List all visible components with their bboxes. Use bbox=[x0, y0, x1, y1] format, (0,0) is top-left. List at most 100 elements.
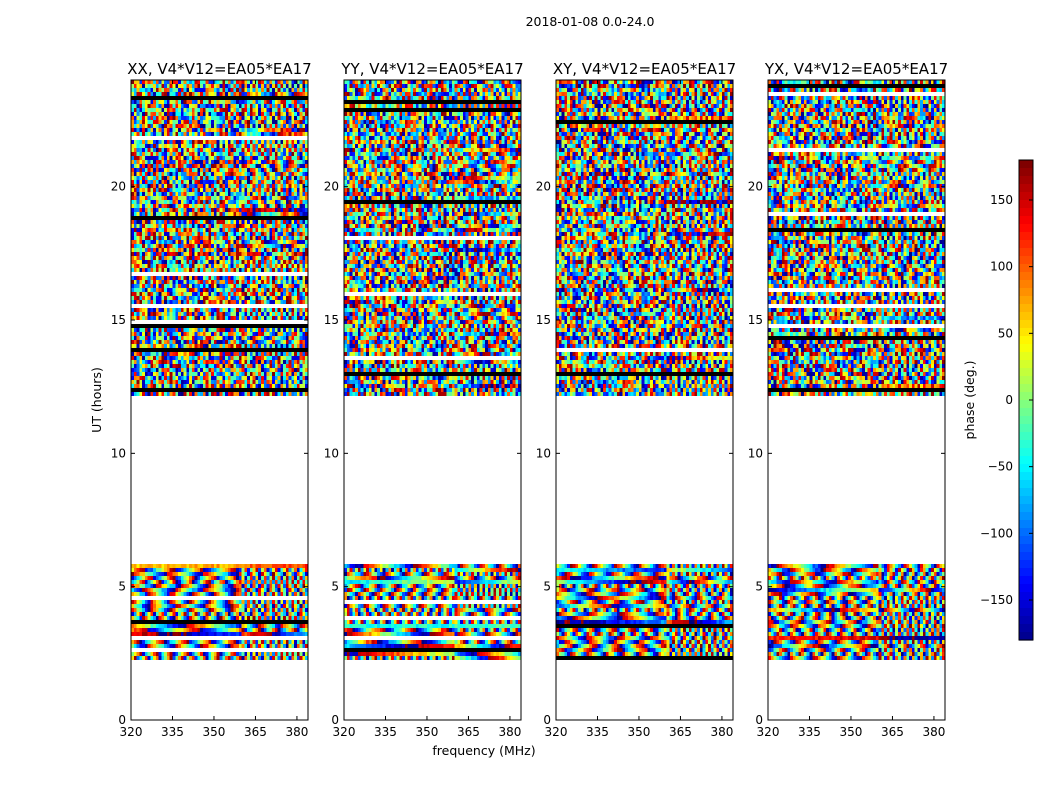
x-tick-label: 320 bbox=[120, 725, 143, 739]
colorbar-segment bbox=[1019, 288, 1033, 297]
colorbar-segment bbox=[1019, 592, 1033, 601]
y-tick-label: 15 bbox=[324, 313, 339, 327]
y-tick-label: 15 bbox=[111, 313, 126, 327]
colorbar-segment bbox=[1019, 400, 1033, 409]
colorbar-segment bbox=[1019, 184, 1033, 193]
colorbar-segment bbox=[1019, 256, 1033, 265]
colorbar-segment bbox=[1019, 632, 1033, 641]
x-tick-label: 335 bbox=[374, 725, 397, 739]
colorbar-segment bbox=[1019, 160, 1033, 169]
colorbar-tick-label: 0 bbox=[1005, 393, 1013, 407]
colorbar-segment bbox=[1019, 432, 1033, 441]
y-tick-label: 5 bbox=[543, 580, 551, 594]
colorbar-segment bbox=[1019, 392, 1033, 401]
phase-heatmap bbox=[556, 80, 733, 720]
colorbar-segment bbox=[1019, 168, 1033, 177]
panel-title: XX, V4*V12=EA05*EA17 bbox=[127, 60, 311, 78]
colorbar-segment bbox=[1019, 600, 1033, 609]
colorbar-segment bbox=[1019, 232, 1033, 241]
x-tick-label: 350 bbox=[203, 725, 226, 739]
panel-xy: XY, V4*V12=EA05*EA17 320 335 350 365 380 0 5 10 1… bbox=[536, 60, 736, 739]
panel-title: YX, V4*V12=EA05*EA17 bbox=[764, 60, 948, 78]
x-tick-label: 320 bbox=[333, 725, 356, 739]
y-tick-label: 0 bbox=[331, 713, 339, 727]
colorbar-segment bbox=[1019, 264, 1033, 273]
x-tick-label: 365 bbox=[669, 725, 692, 739]
colorbar-segment bbox=[1019, 472, 1033, 481]
x-tick-label: 335 bbox=[586, 725, 609, 739]
x-tick-label: 350 bbox=[416, 725, 439, 739]
x-tick-label: 335 bbox=[798, 725, 821, 739]
colorbar-segment bbox=[1019, 328, 1033, 337]
colorbar-segment bbox=[1019, 280, 1033, 289]
phase-heatmap bbox=[131, 80, 308, 720]
phase-heatmap bbox=[768, 80, 945, 720]
panel-yx: YX, V4*V12=EA05*EA17 320 335 350 365 380 0 5 10 1… bbox=[748, 60, 948, 739]
colorbar-segment bbox=[1019, 528, 1033, 537]
colorbar-segment bbox=[1019, 200, 1033, 209]
colorbar-segment bbox=[1019, 208, 1033, 217]
figure-suptitle: 2018-01-08 0.0-24.0 bbox=[526, 14, 655, 29]
colorbar-label: phase (deg.) bbox=[962, 361, 977, 440]
panel-xx: XX, V4*V12=EA05*EA17 320 335 350 365 380 0 5 10 1… bbox=[111, 60, 312, 739]
x-tick-label: 380 bbox=[285, 725, 308, 739]
y-tick-label: 0 bbox=[543, 713, 551, 727]
colorbar-tick-label: 150 bbox=[990, 193, 1013, 207]
colorbar-segment bbox=[1019, 480, 1033, 489]
colorbar-segment bbox=[1019, 336, 1033, 345]
plot-frame bbox=[555, 79, 734, 721]
colorbar-segment bbox=[1019, 464, 1033, 473]
panel-yy: YY, V4*V12=EA05*EA17 320 335 350 365 380 0 5 10 1… bbox=[324, 60, 524, 739]
colorbar-segment bbox=[1019, 216, 1033, 225]
panel-title: YY, V4*V12=EA05*EA17 bbox=[340, 60, 523, 78]
colorbar-segment bbox=[1019, 272, 1033, 281]
colorbar-segment bbox=[1019, 192, 1033, 201]
y-tick-label: 20 bbox=[324, 180, 339, 194]
colorbar-segment bbox=[1019, 248, 1033, 257]
colorbar-segment bbox=[1019, 224, 1033, 233]
colorbar-tick-label: 100 bbox=[990, 260, 1013, 274]
colorbar-segment bbox=[1019, 536, 1033, 545]
x-axis-label: frequency (MHz) bbox=[432, 743, 535, 758]
colorbar-segment bbox=[1019, 560, 1033, 569]
colorbar-segment bbox=[1019, 624, 1033, 633]
x-tick-label: 365 bbox=[244, 725, 267, 739]
x-tick-label: 335 bbox=[161, 725, 184, 739]
colorbar-segment bbox=[1019, 608, 1033, 617]
x-tick-label: 365 bbox=[457, 725, 480, 739]
x-tick-label: 320 bbox=[545, 725, 568, 739]
colorbar-segment bbox=[1019, 568, 1033, 577]
x-tick-label: 350 bbox=[628, 725, 651, 739]
plot-frame bbox=[767, 79, 946, 721]
colorbar-segment bbox=[1019, 440, 1033, 449]
colorbar-segment bbox=[1019, 344, 1033, 353]
y-tick-label: 5 bbox=[331, 580, 339, 594]
x-tick-label: 365 bbox=[881, 725, 904, 739]
y-tick-label: 10 bbox=[324, 446, 339, 460]
colorbar-segment bbox=[1019, 352, 1033, 361]
colorbar-segment bbox=[1019, 376, 1033, 385]
phase-heatmap bbox=[344, 80, 521, 720]
colorbar-tick-label: 50 bbox=[998, 326, 1013, 340]
panel-title: XY, V4*V12=EA05*EA17 bbox=[553, 60, 736, 78]
y-tick-label: 20 bbox=[536, 180, 551, 194]
colorbar-segment bbox=[1019, 616, 1033, 625]
colorbar-segment bbox=[1019, 368, 1033, 377]
y-axis-label: UT (hours) bbox=[89, 367, 104, 433]
y-tick-label: 10 bbox=[748, 446, 763, 460]
colorbar-segment bbox=[1019, 576, 1033, 585]
colorbar-segment bbox=[1019, 176, 1033, 185]
y-tick-label: 0 bbox=[118, 713, 126, 727]
y-tick-label: 20 bbox=[748, 180, 763, 194]
y-tick-label: 20 bbox=[111, 180, 126, 194]
colorbar-segment bbox=[1019, 488, 1033, 497]
colorbar-segment bbox=[1019, 520, 1033, 529]
colorbar-segment bbox=[1019, 240, 1033, 249]
colorbar-segment bbox=[1019, 424, 1033, 433]
y-tick-label: 15 bbox=[748, 313, 763, 327]
colorbar-segment bbox=[1019, 416, 1033, 425]
colorbar-segment bbox=[1019, 312, 1033, 321]
colorbar-tick-label: −50 bbox=[988, 460, 1013, 474]
y-tick-label: 5 bbox=[755, 580, 763, 594]
plot-frame bbox=[343, 79, 522, 721]
